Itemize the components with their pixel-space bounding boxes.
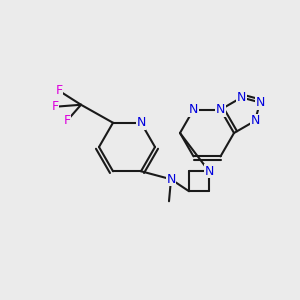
- Text: N: N: [216, 103, 225, 116]
- Text: N: N: [237, 91, 246, 104]
- Text: N: N: [255, 96, 265, 109]
- Text: F: F: [63, 114, 70, 127]
- Text: N: N: [136, 116, 146, 129]
- Text: F: F: [56, 84, 63, 97]
- Text: N: N: [189, 103, 198, 116]
- Text: N: N: [250, 114, 260, 127]
- Text: N: N: [166, 173, 176, 186]
- Text: N: N: [204, 165, 214, 178]
- Text: F: F: [51, 100, 58, 113]
